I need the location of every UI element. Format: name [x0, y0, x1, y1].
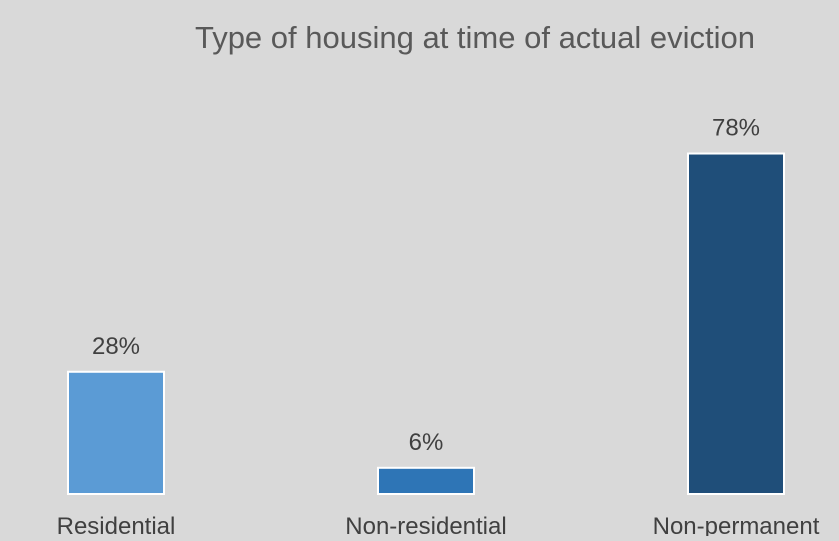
- bar-non-residential: [377, 466, 475, 495]
- category-label-non-residential: Non-residential: [345, 513, 506, 536]
- category-label-non-permanent: Non-permanent: [653, 513, 820, 536]
- chart-title: Type of housing at time of actual evicti…: [195, 20, 755, 55]
- bar-residential: [67, 370, 165, 495]
- bar-non-permanent: [687, 152, 785, 495]
- bars-group: [67, 152, 785, 495]
- category-labels-group: Residential Non-residential Non-permanent: [57, 513, 820, 540]
- data-label-non-residential: 6%: [409, 429, 444, 456]
- data-labels-group: 28% 6% 78%: [92, 115, 760, 456]
- data-label-residential: 28%: [92, 333, 140, 360]
- data-label-non-permanent: 78%: [712, 115, 760, 142]
- category-label-residential: Residential: [57, 513, 176, 536]
